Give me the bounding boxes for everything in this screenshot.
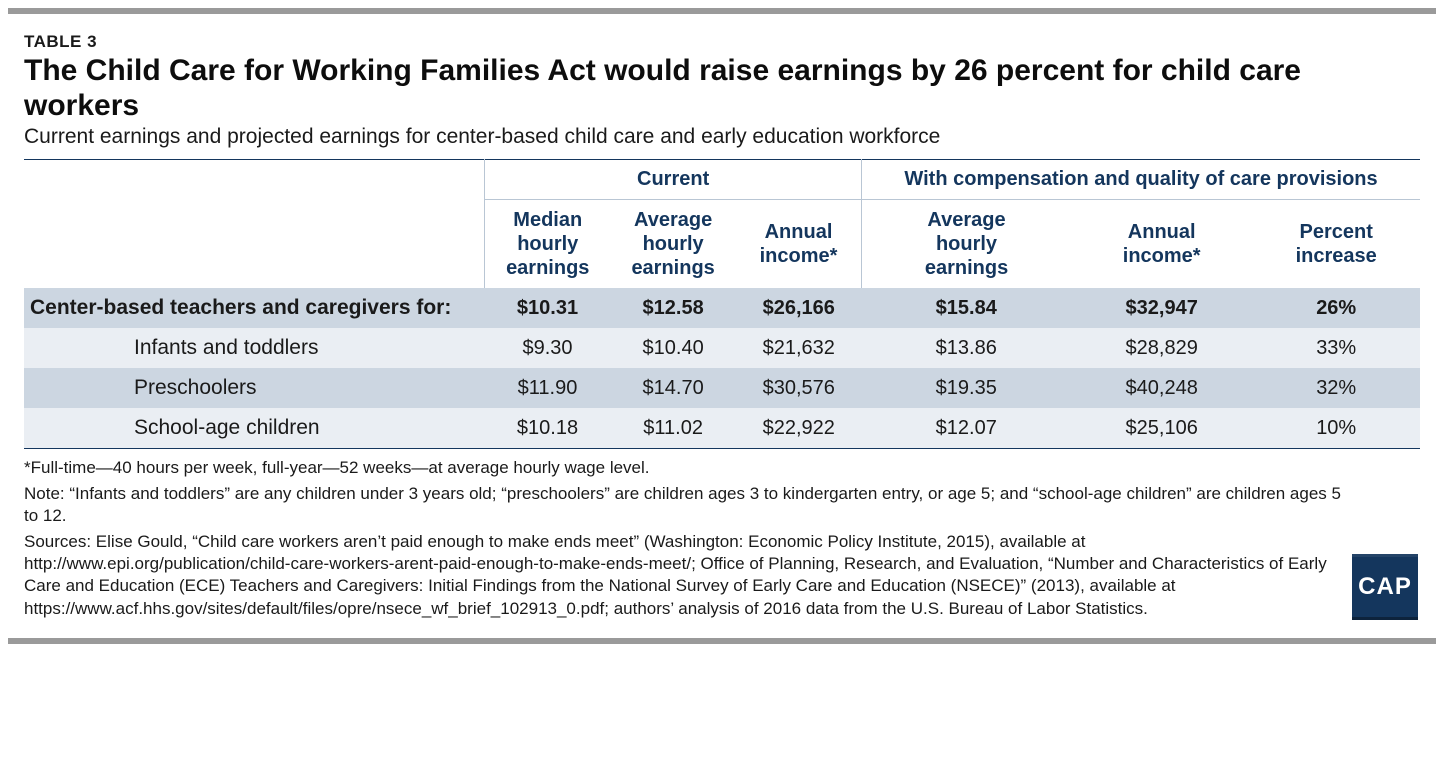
cell: $15.84: [862, 288, 1071, 328]
row-label: Infants and toddlers: [24, 328, 485, 368]
cell: $22,922: [736, 408, 862, 449]
cell: $10.40: [610, 328, 736, 368]
table-row: School-age children $10.18 $11.02 $22,92…: [24, 408, 1420, 449]
cell: $12.58: [610, 288, 736, 328]
cell: 32%: [1252, 368, 1420, 408]
col-avg-hourly-proj: Averagehourlyearnings: [862, 200, 1071, 289]
footnotes: *Full-time—40 hours per week, full-year—…: [24, 457, 1354, 620]
cell: $32,947: [1071, 288, 1252, 328]
header-group-current: Current: [485, 160, 862, 200]
col-annual-income: Annualincome*: [736, 200, 862, 289]
table-title: The Child Care for Working Families Act …: [24, 54, 1420, 123]
earnings-table: Current With compensation and quality of…: [24, 159, 1420, 449]
col-avg-hourly: Averagehourlyearnings: [610, 200, 736, 289]
table-frame: TABLE 3 The Child Care for Working Famil…: [8, 8, 1436, 644]
row-label: School-age children: [24, 408, 485, 449]
cell: $25,106: [1071, 408, 1252, 449]
cell: 26%: [1252, 288, 1420, 328]
row-label: Preschoolers: [24, 368, 485, 408]
col-percent-increase: Percentincrease: [1252, 200, 1420, 289]
row-label: Center-based teachers and caregivers for…: [24, 288, 485, 328]
table-subtitle: Current earnings and projected earnings …: [24, 125, 1420, 149]
footnote-definitions: Note: “Infants and toddlers” are any chi…: [24, 483, 1354, 527]
header-blank2: [24, 200, 485, 289]
cell: 10%: [1252, 408, 1420, 449]
cap-logo: CAP: [1352, 554, 1418, 620]
header-blank: [24, 160, 485, 200]
cell: 33%: [1252, 328, 1420, 368]
cell: $28,829: [1071, 328, 1252, 368]
col-median-hourly: Medianhourlyearnings: [485, 200, 611, 289]
header-group-row: Current With compensation and quality of…: [24, 160, 1420, 200]
table-row: Center-based teachers and caregivers for…: [24, 288, 1420, 328]
cell: $11.90: [485, 368, 611, 408]
footnote-sources: Sources: Elise Gould, “Child care worker…: [24, 531, 1354, 619]
cell: $26,166: [736, 288, 862, 328]
cell: $11.02: [610, 408, 736, 449]
cell: $13.86: [862, 328, 1071, 368]
cell: $40,248: [1071, 368, 1252, 408]
cell: $12.07: [862, 408, 1071, 449]
table-row: Preschoolers $11.90 $14.70 $30,576 $19.3…: [24, 368, 1420, 408]
table-row: Infants and toddlers $9.30 $10.40 $21,63…: [24, 328, 1420, 368]
cell: $14.70: [610, 368, 736, 408]
col-annual-income-proj: Annualincome*: [1071, 200, 1252, 289]
cell: $19.35: [862, 368, 1071, 408]
cell: $30,576: [736, 368, 862, 408]
footnote-fulltime: *Full-time—40 hours per week, full-year—…: [24, 457, 1354, 479]
table-number-label: TABLE 3: [24, 32, 1420, 52]
header-group-provisions: With compensation and quality of care pr…: [862, 160, 1420, 200]
cell: $10.31: [485, 288, 611, 328]
cell: $9.30: [485, 328, 611, 368]
header-sub-row: Medianhourlyearnings Averagehourlyearnin…: [24, 200, 1420, 289]
cell: $10.18: [485, 408, 611, 449]
cell: $21,632: [736, 328, 862, 368]
